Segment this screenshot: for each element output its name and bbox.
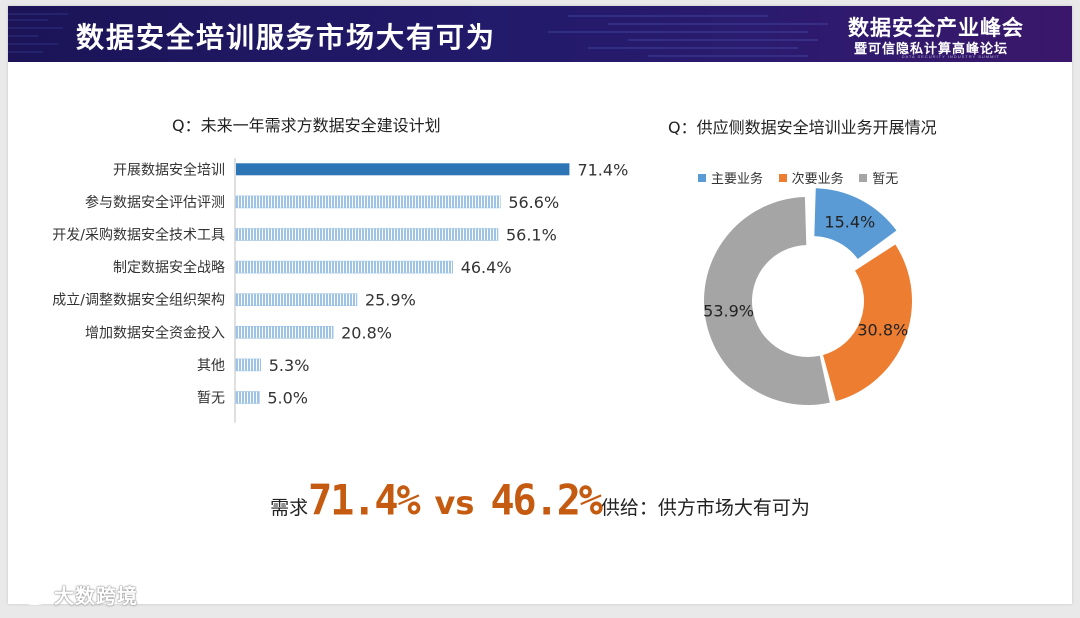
bar-category-label-6: 其他	[197, 358, 225, 374]
legend-label-secondary: 次要业务	[791, 171, 844, 186]
bar-value-label-4: 25.9%	[365, 291, 416, 310]
donut-chart-title: Q：供应侧数据安全培训业务开展情况	[668, 118, 937, 137]
donut-legend: 主要业务 次要业务 暂无	[698, 168, 910, 187]
bar-value-label-6: 5.3%	[269, 356, 310, 375]
summary-demand-label: 需求	[270, 497, 309, 519]
bar-0	[236, 163, 570, 176]
donut-value-label-1: 30.8%	[857, 320, 908, 339]
bar-value-label-0: 71.4%	[577, 160, 628, 179]
bar-category-label-4: 成立/调整数据安全组织架构	[52, 292, 225, 309]
donut-chart: 15.4% 30.8% 53.9%	[703, 188, 913, 405]
bar-category-label-5: 增加数据安全资金投入	[85, 324, 225, 341]
bar-category-label-3: 制定数据安全战略	[113, 259, 225, 276]
donut-value-label-0: 15.4%	[824, 212, 875, 231]
slide: 数据安全培训服务市场大有可为 数据安全产业峰会 暨可信隐私计算高峰论坛 DATA…	[8, 6, 1072, 604]
bar-value-label-7: 5.0%	[267, 389, 308, 408]
summit-tiny-text: DATA SECURITY INDUSTRY SUMMIT	[901, 54, 1000, 59]
bar-6	[235, 358, 262, 372]
legend-label-primary: 主要业务	[711, 171, 764, 186]
bar-7	[235, 391, 260, 404]
watermark-logo-icon	[14, 586, 49, 605]
bar-value-label-5: 20.8%	[341, 323, 392, 342]
donut-slice-2	[704, 197, 830, 405]
bar-2	[235, 228, 499, 241]
legend-item-primary: 主要业务	[698, 168, 763, 187]
watermark-text: 大数跨境	[54, 586, 138, 608]
bar-category-label-1: 参与数据安全评估评测	[85, 194, 225, 211]
bar-category-label-7: 暂无	[197, 391, 225, 407]
legend-label-none: 暂无	[872, 171, 899, 186]
bar-category-label-2: 开发/采购数据安全技术工具	[52, 227, 225, 244]
bar-5	[235, 325, 334, 339]
legend-swatch-none	[859, 173, 868, 182]
summary-supply-value: 46.2%	[490, 476, 602, 526]
banner-decoration	[8, 13, 828, 57]
bar-chart-title: Q：未来一年需求方数据安全建设计划	[172, 116, 441, 135]
bar-3	[235, 260, 453, 274]
summary-vs: vs	[434, 484, 475, 522]
header-banner: 数据安全培训服务市场大有可为 数据安全产业峰会 暨可信隐私计算高峰论坛 DATA…	[8, 6, 1072, 62]
summit-subtitle: 暨可信隐私计算高峰论坛	[853, 41, 1008, 56]
summary-demand-value: 71.4%	[308, 476, 420, 526]
legend-item-secondary: 次要业务	[778, 168, 844, 187]
donut-value-label-2: 53.9%	[703, 302, 754, 321]
donut-slice-1	[823, 244, 913, 402]
bar-value-label-1: 56.6%	[508, 193, 559, 212]
bar-chart: 开展数据安全培训 71.4% 参与数据安全评估评测 56.6% 开发/采购数据安全技术工…	[52, 158, 628, 423]
legend-swatch-secondary	[778, 173, 787, 182]
legend-swatch-primary	[698, 173, 706, 182]
bar-value-label-3: 46.4%	[461, 258, 512, 277]
summary-line: 需求71.4% vs 46.2%供给：供方市场大有可为	[8, 476, 1072, 526]
donut-slice-0	[814, 188, 897, 259]
legend-item-none: 暂无	[859, 168, 898, 187]
bar-category-label-0: 开展数据安全培训	[113, 161, 225, 178]
watermark: 大数跨境	[12, 580, 138, 609]
summary-supply-label: 供给：供方市场大有可为	[600, 497, 810, 519]
summit-title: 数据安全产业峰会	[848, 16, 1024, 40]
bar-4	[235, 293, 358, 307]
page-title: 数据安全培训服务市场大有可为	[76, 21, 497, 54]
bar-1	[235, 195, 501, 209]
bar-value-label-2: 56.1%	[506, 226, 557, 245]
